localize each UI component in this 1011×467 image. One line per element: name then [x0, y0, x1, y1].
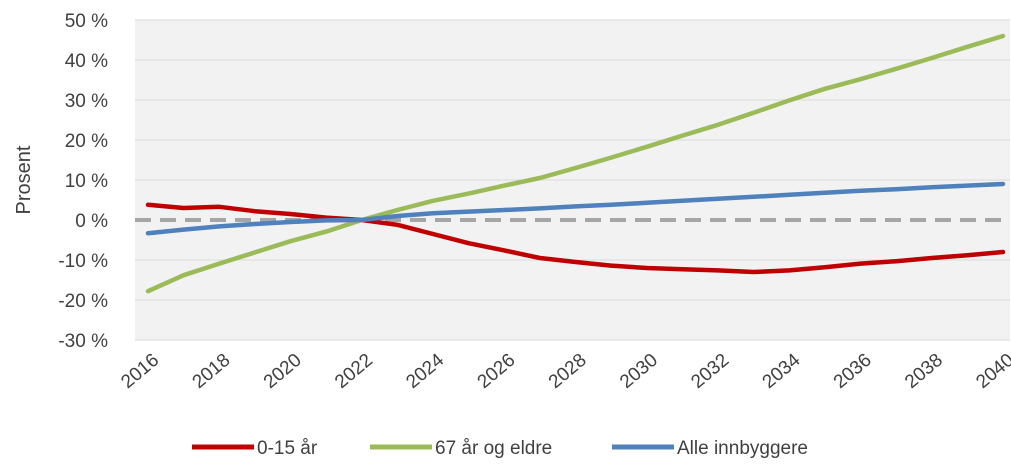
series-line-2	[145, 181, 1006, 236]
x-tick-label: 2016	[117, 350, 163, 393]
x-tick-label: 2032	[687, 350, 733, 393]
x-tick-label: 2020	[260, 350, 306, 393]
x-tick-label: 2040	[972, 350, 1011, 393]
y-axis-tick-labels: -30 % -20 % -10 % 0 % 10 % 20 % 30 % 40 % 50 %	[58, 11, 108, 352]
series-lines	[145, 33, 1006, 294]
x-tick-label: 2038	[901, 350, 947, 393]
legend-label-0: 0-15 år	[257, 438, 318, 459]
y-tick-label: -10 %	[58, 251, 108, 272]
x-tick-label: 2022	[331, 350, 377, 393]
y-tick-label: 50 %	[65, 11, 108, 32]
legend-label-1: 67 år og eldre	[435, 438, 552, 459]
y-tick-label: -30 %	[58, 331, 108, 352]
x-tick-label: 2018	[189, 350, 235, 393]
legend: 0-15 år 67 år og eldre Alle innbyggere	[192, 438, 808, 459]
x-tick-label: 2026	[474, 350, 520, 393]
y-tick-label: 40 %	[65, 51, 108, 72]
y-tick-label: 10 %	[65, 171, 108, 192]
x-tick-label: 2028	[545, 350, 591, 393]
x-tick-label: 2024	[402, 349, 448, 393]
x-tick-label: 2034	[759, 349, 805, 393]
series-line-1	[145, 33, 1006, 294]
y-axis-label: Prosent	[13, 145, 35, 214]
y-tick-label: 0 %	[75, 211, 108, 232]
y-tick-label: -20 %	[58, 291, 108, 312]
y-tick-label: 20 %	[65, 131, 108, 152]
legend-label-2: Alle innbyggere	[677, 438, 808, 459]
x-tick-label: 2030	[616, 350, 662, 393]
x-tick-label: 2036	[830, 350, 876, 393]
x-axis-tick-labels: 2016 2018 2020 2022 2024 2026 2028 2030 2032 2034…	[117, 349, 1011, 393]
series-line-0	[145, 202, 1006, 275]
y-tick-label: 30 %	[65, 91, 108, 112]
